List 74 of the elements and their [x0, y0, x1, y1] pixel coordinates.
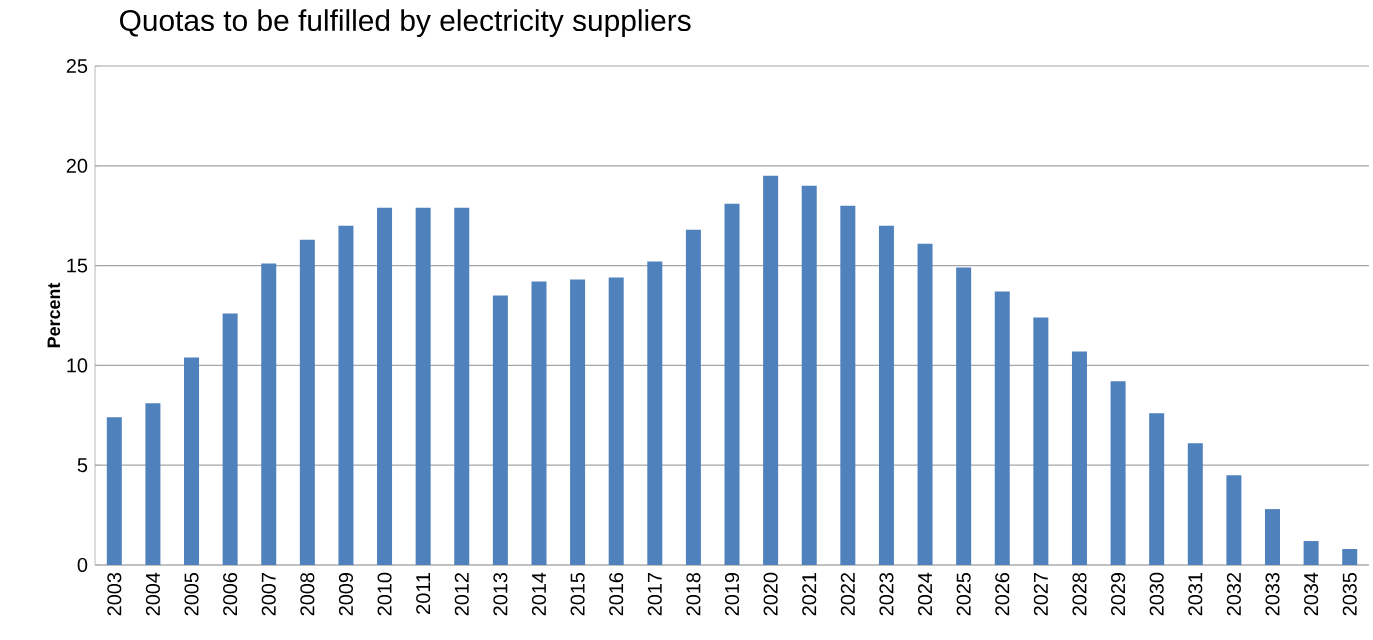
y-tick-label: 10 — [67, 358, 88, 373]
y-tick-label: 20 — [66, 158, 88, 173]
bar — [299, 239, 315, 565]
x-tick-label: 2020 — [763, 572, 778, 616]
x-tick-label: 2032 — [1226, 573, 1241, 616]
x-tick-label: 2015 — [570, 572, 585, 616]
bar — [531, 281, 547, 565]
bar — [570, 279, 586, 565]
x-tick-label: 2024 — [918, 572, 933, 616]
bar — [917, 243, 933, 565]
bar — [492, 295, 508, 565]
x-tick-label: 2019 — [724, 572, 740, 616]
x-tick-label: 2035 — [1342, 572, 1357, 616]
chart-title: Quotas to be fulfilled by electricity suppliers — [120, 9, 691, 37]
bar — [338, 225, 354, 565]
x-tick-label: 2028 — [1072, 572, 1087, 616]
x-tick-label: 2026 — [995, 572, 1010, 616]
x-tick-label: 2014 — [531, 572, 547, 616]
bar — [1265, 509, 1280, 565]
x-tick-label: 2009 — [338, 572, 353, 616]
bar — [1033, 317, 1049, 565]
bar — [724, 203, 740, 565]
y-tick-label: 0 — [77, 557, 88, 573]
x-tick-label: 2005 — [184, 572, 199, 616]
x-tick-label: 2006 — [223, 572, 238, 616]
x-tick-label: 2022 — [840, 573, 855, 616]
y-tick-label: 5 — [77, 458, 88, 473]
x-tick-label: 2003 — [107, 572, 122, 616]
x-tick-label: 2004 — [145, 572, 160, 616]
bar — [1110, 381, 1126, 565]
bar — [763, 175, 779, 565]
bar — [685, 229, 701, 565]
x-tick-label: 2017 — [647, 573, 662, 616]
bar — [878, 225, 894, 565]
bar — [840, 205, 856, 565]
bar — [415, 207, 431, 565]
x-tick-label: 2030 — [1149, 572, 1164, 616]
x-tick-label: 2011 — [416, 573, 431, 614]
bar — [145, 403, 161, 565]
y-axis-title: Percent — [47, 282, 61, 348]
x-tick-label: 2013 — [493, 572, 508, 616]
bar — [454, 207, 470, 565]
x-tick-label: 2033 — [1265, 572, 1280, 616]
bar — [801, 185, 817, 565]
x-tick-label: 2031 — [1188, 573, 1203, 616]
x-tick-label: 2025 — [956, 572, 971, 616]
bar — [222, 313, 238, 565]
x-tick-label: 2029 — [1111, 572, 1126, 616]
bar — [994, 291, 1010, 565]
x-tick-label: 2018 — [686, 572, 701, 616]
bar — [647, 261, 663, 565]
bar — [1071, 351, 1087, 565]
bar — [1149, 413, 1165, 565]
bar — [1342, 549, 1358, 565]
bar — [184, 357, 200, 565]
x-tick-label: 2012 — [454, 573, 469, 616]
x-tick-label: 2007 — [261, 573, 276, 616]
x-tick-label: 2008 — [300, 572, 315, 616]
x-tick-label: 2034 — [1304, 572, 1319, 616]
y-tick-label: 25 — [66, 58, 88, 74]
x-tick-label: 2023 — [879, 572, 894, 616]
x-tick-label: 2027 — [1033, 573, 1048, 616]
bar — [1303, 541, 1319, 565]
bar — [1226, 475, 1242, 565]
bar — [377, 207, 393, 565]
bar — [608, 277, 624, 565]
bar — [261, 263, 277, 565]
bar — [106, 417, 122, 565]
x-tick-label: 2010 — [377, 572, 392, 616]
bar — [1187, 443, 1203, 565]
y-tick-label: 15 — [67, 258, 88, 273]
x-tick-label: 2021 — [802, 573, 817, 616]
bar — [956, 267, 972, 565]
x-tick-label: 2016 — [609, 572, 624, 616]
